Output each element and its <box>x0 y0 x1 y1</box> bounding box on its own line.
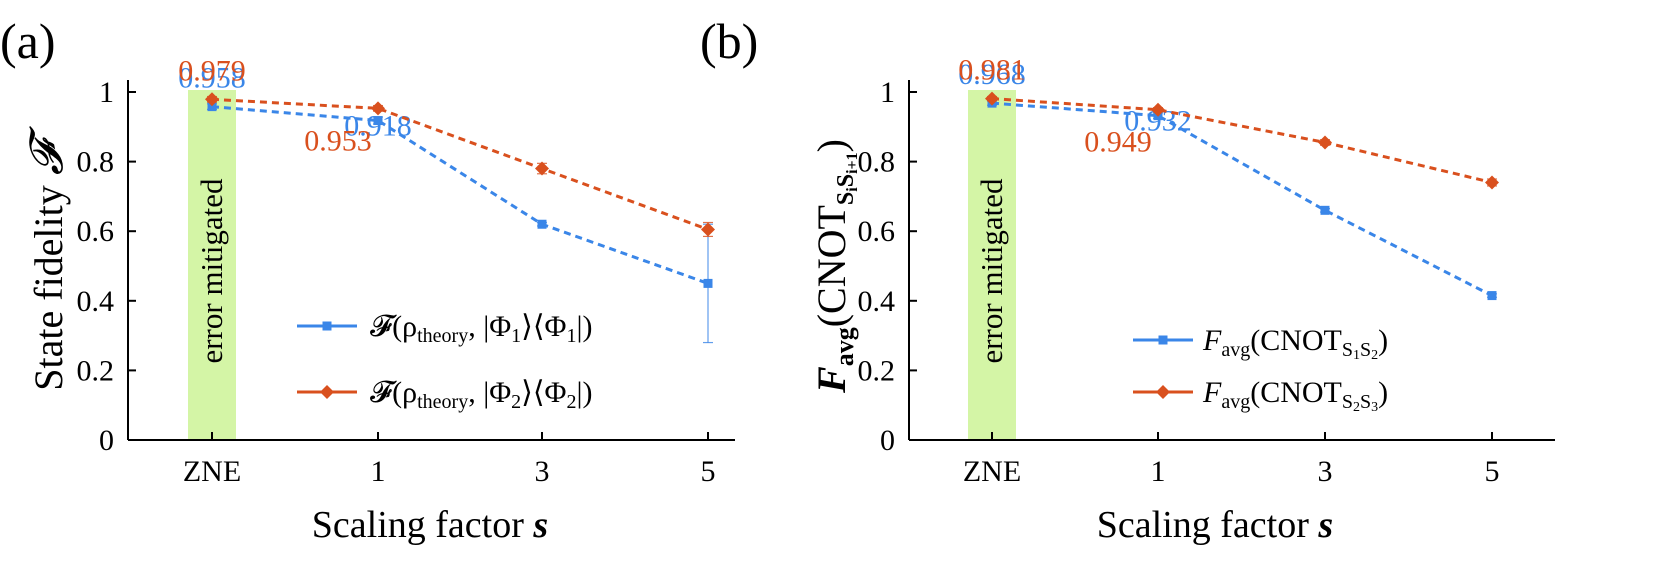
legend-label: 𝓕(ρtheory, |Φ1⟩⟨Φ1|) <box>370 310 592 347</box>
y-tick-label: 0.8 <box>858 146 896 179</box>
y-tick-label: 0.4 <box>77 285 115 318</box>
data-point <box>537 219 547 229</box>
data-point <box>1318 135 1332 150</box>
data-label: 0.949 <box>1084 126 1152 159</box>
legend-entry: Favg(CNOTS1S2) <box>1133 324 1388 363</box>
error-mitigated-label: error mitigated <box>974 178 1009 364</box>
data-point <box>1485 175 1499 190</box>
data-point <box>1320 205 1330 215</box>
y-tick-label: 0.8 <box>77 146 115 179</box>
data-point <box>1151 102 1165 117</box>
y-tick-label: 1 <box>99 76 114 109</box>
data-point <box>985 91 999 106</box>
data-point <box>371 101 385 116</box>
series-line <box>211 105 709 285</box>
y-axis-label: Favg(CNOTSiSi+1) <box>809 139 861 394</box>
y-tick-label: 0.2 <box>858 354 896 387</box>
legend-label: 𝓕(ρtheory, |Φ2⟩⟨Φ2|) <box>370 376 592 413</box>
x-tick-label: ZNE <box>183 455 241 488</box>
y-tick-label: 0.2 <box>77 354 115 387</box>
data-label: 0.953 <box>304 124 372 157</box>
x-axis-label: Scaling factor s <box>312 504 548 546</box>
data-point <box>373 116 383 126</box>
data-point <box>701 222 715 237</box>
panel-label: (b) <box>700 13 758 69</box>
series-2: 0.979 0.953 <box>178 54 715 238</box>
error-mitigated-label: error mitigated <box>194 178 229 364</box>
x-tick-label: 1 <box>371 455 386 488</box>
data-label: 0.981 <box>958 54 1026 87</box>
chart-panel-a: error mitigated 0 0.2 0.4 0.6 0.8 1 ZNE 1 3 5 0.958… <box>0 13 735 546</box>
legend-entry: 𝓕(ρtheory, |Φ2⟩⟨Φ2|) <box>297 376 592 413</box>
data-point <box>535 161 549 176</box>
data-point <box>207 102 217 112</box>
data-point <box>1487 291 1497 301</box>
x-tick-label: 1 <box>1151 455 1166 488</box>
x-tick-label: 5 <box>701 455 716 488</box>
legend-marker <box>1156 385 1170 399</box>
data-label: 0.968 <box>958 58 1026 91</box>
y-tick-label: 1 <box>880 76 895 109</box>
data-point <box>703 278 713 288</box>
legend-label: Favg(CNOTS1S2) <box>1202 324 1388 363</box>
series-line <box>211 97 709 231</box>
y-tick-label: 0 <box>880 424 895 457</box>
chart-panel-b: error mitigated 0 0.2 0.4 0.6 0.8 1 ZNE 1 3 5 0.968… <box>700 13 1555 546</box>
y-tick-label: 0.6 <box>77 215 115 248</box>
data-label: 0.979 <box>178 54 246 87</box>
legend-marker <box>320 385 334 399</box>
series-2: 0.981 0.949 <box>958 54 1499 190</box>
x-tick-label: 3 <box>535 455 550 488</box>
panel-label: (a) <box>0 13 56 69</box>
legend-marker <box>1158 335 1168 345</box>
y-tick-label: 0 <box>99 424 114 457</box>
legend-label: Favg(CNOTS2S3) <box>1202 376 1388 415</box>
y-tick-label: 0.4 <box>858 285 896 318</box>
series-line <box>991 101 1493 297</box>
series-line <box>991 97 1493 184</box>
legend-marker <box>322 321 332 331</box>
error-mitigated-band <box>968 90 1016 440</box>
legend-entry: 𝓕(ρtheory, |Φ1⟩⟨Φ1|) <box>297 310 592 347</box>
x-tick-label: 3 <box>1318 455 1333 488</box>
x-tick-label: 5 <box>1485 455 1500 488</box>
x-tick-label: ZNE <box>963 455 1021 488</box>
y-tick-label: 0.6 <box>858 215 896 248</box>
y-axis-label: State fidelity 𝓕 <box>21 125 72 391</box>
error-mitigated-band <box>188 90 236 440</box>
x-axis-label: Scaling factor s <box>1097 504 1333 546</box>
data-point <box>205 92 219 107</box>
data-label: 0.958 <box>178 62 246 95</box>
legend-entry: Favg(CNOTS2S3) <box>1133 376 1388 415</box>
